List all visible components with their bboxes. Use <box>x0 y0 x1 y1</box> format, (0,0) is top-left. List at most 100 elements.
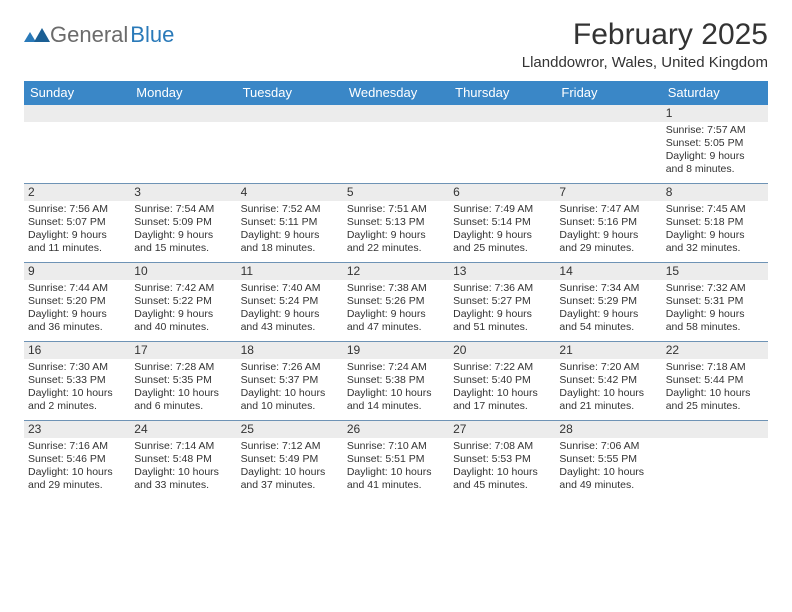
sunrise-text: Sunrise: 7:14 AM <box>134 440 232 453</box>
sunrise-text: Sunrise: 7:36 AM <box>453 282 551 295</box>
day-cell <box>555 105 661 183</box>
daylight-text: Daylight: 9 hours and 25 minutes. <box>453 229 551 255</box>
weekday-header-row: Sunday Monday Tuesday Wednesday Thursday… <box>24 81 768 105</box>
sunrise-text: Sunrise: 7:32 AM <box>666 282 764 295</box>
day-cell: 6Sunrise: 7:49 AMSunset: 5:14 PMDaylight… <box>449 184 555 262</box>
day-cell: 20Sunrise: 7:22 AMSunset: 5:40 PMDayligh… <box>449 342 555 420</box>
day-cell <box>24 105 130 183</box>
day-number: 20 <box>449 342 555 359</box>
day-cell: 1Sunrise: 7:57 AMSunset: 5:05 PMDaylight… <box>662 105 768 183</box>
sunrise-text: Sunrise: 7:49 AM <box>453 203 551 216</box>
page-title: February 2025 <box>522 18 768 52</box>
day-cell: 13Sunrise: 7:36 AMSunset: 5:27 PMDayligh… <box>449 263 555 341</box>
day-number: 22 <box>662 342 768 359</box>
day-cell: 12Sunrise: 7:38 AMSunset: 5:26 PMDayligh… <box>343 263 449 341</box>
daylight-text: Daylight: 10 hours and 14 minutes. <box>347 387 445 413</box>
sunrise-text: Sunrise: 7:52 AM <box>241 203 339 216</box>
sunset-text: Sunset: 5:46 PM <box>28 453 126 466</box>
day-content: Sunrise: 7:49 AMSunset: 5:14 PMDaylight:… <box>449 201 555 260</box>
sunrise-text: Sunrise: 7:51 AM <box>347 203 445 216</box>
sunset-text: Sunset: 5:11 PM <box>241 216 339 229</box>
sunrise-text: Sunrise: 7:47 AM <box>559 203 657 216</box>
weekday-header: Tuesday <box>237 81 343 105</box>
day-content: Sunrise: 7:24 AMSunset: 5:38 PMDaylight:… <box>343 359 449 418</box>
day-number <box>130 105 236 122</box>
day-content: Sunrise: 7:20 AMSunset: 5:42 PMDaylight:… <box>555 359 661 418</box>
sunset-text: Sunset: 5:07 PM <box>28 216 126 229</box>
week-row: 9Sunrise: 7:44 AMSunset: 5:20 PMDaylight… <box>24 262 768 341</box>
day-cell: 17Sunrise: 7:28 AMSunset: 5:35 PMDayligh… <box>130 342 236 420</box>
sunset-text: Sunset: 5:35 PM <box>134 374 232 387</box>
day-number: 10 <box>130 263 236 280</box>
day-content: Sunrise: 7:57 AMSunset: 5:05 PMDaylight:… <box>662 122 768 181</box>
day-cell: 2Sunrise: 7:56 AMSunset: 5:07 PMDaylight… <box>24 184 130 262</box>
day-number: 11 <box>237 263 343 280</box>
sunset-text: Sunset: 5:37 PM <box>241 374 339 387</box>
day-content: Sunrise: 7:30 AMSunset: 5:33 PMDaylight:… <box>24 359 130 418</box>
daylight-text: Daylight: 9 hours and 22 minutes. <box>347 229 445 255</box>
day-number: 6 <box>449 184 555 201</box>
sunset-text: Sunset: 5:38 PM <box>347 374 445 387</box>
day-number: 14 <box>555 263 661 280</box>
sunset-text: Sunset: 5:40 PM <box>453 374 551 387</box>
day-content: Sunrise: 7:42 AMSunset: 5:22 PMDaylight:… <box>130 280 236 339</box>
sunrise-text: Sunrise: 7:10 AM <box>347 440 445 453</box>
day-cell: 23Sunrise: 7:16 AMSunset: 5:46 PMDayligh… <box>24 421 130 499</box>
daylight-text: Daylight: 9 hours and 40 minutes. <box>134 308 232 334</box>
day-content: Sunrise: 7:16 AMSunset: 5:46 PMDaylight:… <box>24 438 130 497</box>
day-content: Sunrise: 7:22 AMSunset: 5:40 PMDaylight:… <box>449 359 555 418</box>
sunset-text: Sunset: 5:05 PM <box>666 137 764 150</box>
day-number: 21 <box>555 342 661 359</box>
sunrise-text: Sunrise: 7:56 AM <box>28 203 126 216</box>
day-cell: 4Sunrise: 7:52 AMSunset: 5:11 PMDaylight… <box>237 184 343 262</box>
logo-text-general: General <box>50 24 128 46</box>
logo-mark-icon <box>24 24 50 46</box>
sunset-text: Sunset: 5:42 PM <box>559 374 657 387</box>
daylight-text: Daylight: 9 hours and 36 minutes. <box>28 308 126 334</box>
day-number: 7 <box>555 184 661 201</box>
sunrise-text: Sunrise: 7:40 AM <box>241 282 339 295</box>
day-cell: 26Sunrise: 7:10 AMSunset: 5:51 PMDayligh… <box>343 421 449 499</box>
daylight-text: Daylight: 9 hours and 58 minutes. <box>666 308 764 334</box>
day-content: Sunrise: 7:47 AMSunset: 5:16 PMDaylight:… <box>555 201 661 260</box>
weekday-header: Friday <box>555 81 661 105</box>
weekday-header: Wednesday <box>343 81 449 105</box>
daylight-text: Daylight: 10 hours and 45 minutes. <box>453 466 551 492</box>
day-cell: 9Sunrise: 7:44 AMSunset: 5:20 PMDaylight… <box>24 263 130 341</box>
day-number: 27 <box>449 421 555 438</box>
sunrise-text: Sunrise: 7:34 AM <box>559 282 657 295</box>
week-row: 23Sunrise: 7:16 AMSunset: 5:46 PMDayligh… <box>24 420 768 499</box>
day-content: Sunrise: 7:08 AMSunset: 5:53 PMDaylight:… <box>449 438 555 497</box>
daylight-text: Daylight: 10 hours and 25 minutes. <box>666 387 764 413</box>
day-number: 15 <box>662 263 768 280</box>
day-number: 3 <box>130 184 236 201</box>
day-content: Sunrise: 7:34 AMSunset: 5:29 PMDaylight:… <box>555 280 661 339</box>
sunrise-text: Sunrise: 7:42 AM <box>134 282 232 295</box>
day-number <box>555 105 661 122</box>
day-number: 25 <box>237 421 343 438</box>
day-cell: 21Sunrise: 7:20 AMSunset: 5:42 PMDayligh… <box>555 342 661 420</box>
day-number <box>662 421 768 438</box>
day-number: 18 <box>237 342 343 359</box>
sunset-text: Sunset: 5:22 PM <box>134 295 232 308</box>
day-number: 17 <box>130 342 236 359</box>
daylight-text: Daylight: 9 hours and 47 minutes. <box>347 308 445 334</box>
sunset-text: Sunset: 5:14 PM <box>453 216 551 229</box>
day-content: Sunrise: 7:54 AMSunset: 5:09 PMDaylight:… <box>130 201 236 260</box>
daylight-text: Daylight: 9 hours and 29 minutes. <box>559 229 657 255</box>
sunrise-text: Sunrise: 7:57 AM <box>666 124 764 137</box>
day-cell: 11Sunrise: 7:40 AMSunset: 5:24 PMDayligh… <box>237 263 343 341</box>
sunrise-text: Sunrise: 7:20 AM <box>559 361 657 374</box>
logo: General Blue <box>24 18 174 46</box>
day-cell: 8Sunrise: 7:45 AMSunset: 5:18 PMDaylight… <box>662 184 768 262</box>
sunrise-text: Sunrise: 7:06 AM <box>559 440 657 453</box>
day-cell <box>449 105 555 183</box>
day-cell: 25Sunrise: 7:12 AMSunset: 5:49 PMDayligh… <box>237 421 343 499</box>
day-number: 28 <box>555 421 661 438</box>
day-content: Sunrise: 7:56 AMSunset: 5:07 PMDaylight:… <box>24 201 130 260</box>
week-row: 16Sunrise: 7:30 AMSunset: 5:33 PMDayligh… <box>24 341 768 420</box>
sunrise-text: Sunrise: 7:44 AM <box>28 282 126 295</box>
weekday-header: Monday <box>130 81 236 105</box>
daylight-text: Daylight: 10 hours and 6 minutes. <box>134 387 232 413</box>
sunrise-text: Sunrise: 7:12 AM <box>241 440 339 453</box>
